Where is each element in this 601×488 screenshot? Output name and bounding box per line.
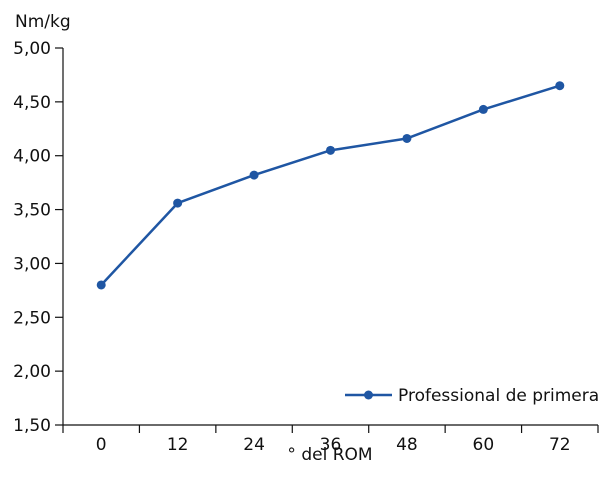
- y-tick-label: 2,00: [13, 362, 51, 382]
- data-point: [249, 170, 259, 180]
- x-tick-label: 48: [396, 435, 418, 455]
- legend: Professional de primera: [345, 386, 599, 406]
- data-point: [478, 104, 488, 114]
- x-tick-label: 12: [167, 435, 189, 455]
- data-point: [402, 133, 412, 143]
- legend-label: Professional de primera: [398, 386, 599, 406]
- x-axis-ticks: 0 12 24 36 48 60 72: [62, 425, 599, 455]
- series-layer: [96, 81, 565, 290]
- x-axis-label: ° del ROM: [287, 445, 372, 465]
- x-tick-label: 36: [320, 435, 342, 455]
- y-axis-ticks: 1,50 2,00 2,50 3,00 3,50 4,00 4,50 5,00: [13, 39, 63, 436]
- series-line: [99, 84, 562, 287]
- data-point: [173, 198, 183, 208]
- x-tick-label: 60: [473, 435, 495, 455]
- y-tick-label: 5,00: [13, 39, 51, 59]
- y-tick-label: 3,50: [13, 201, 51, 221]
- data-point: [96, 280, 106, 290]
- legend-marker: [364, 390, 373, 400]
- axes: [62, 48, 598, 426]
- y-axis-label: Nm/kg: [15, 12, 71, 32]
- y-tick-label: 1,50: [13, 416, 51, 436]
- y-tick-label: 4,50: [13, 93, 51, 113]
- y-tick-label: 2,50: [13, 308, 51, 328]
- x-tick-label: 24: [243, 435, 265, 455]
- x-tick-label: 0: [96, 435, 107, 455]
- x-tick-label: 72: [549, 435, 571, 455]
- data-point: [326, 145, 335, 155]
- y-tick-label: 3,00: [13, 254, 51, 274]
- data-point: [555, 81, 565, 91]
- y-tick-label: 4,00: [13, 147, 51, 167]
